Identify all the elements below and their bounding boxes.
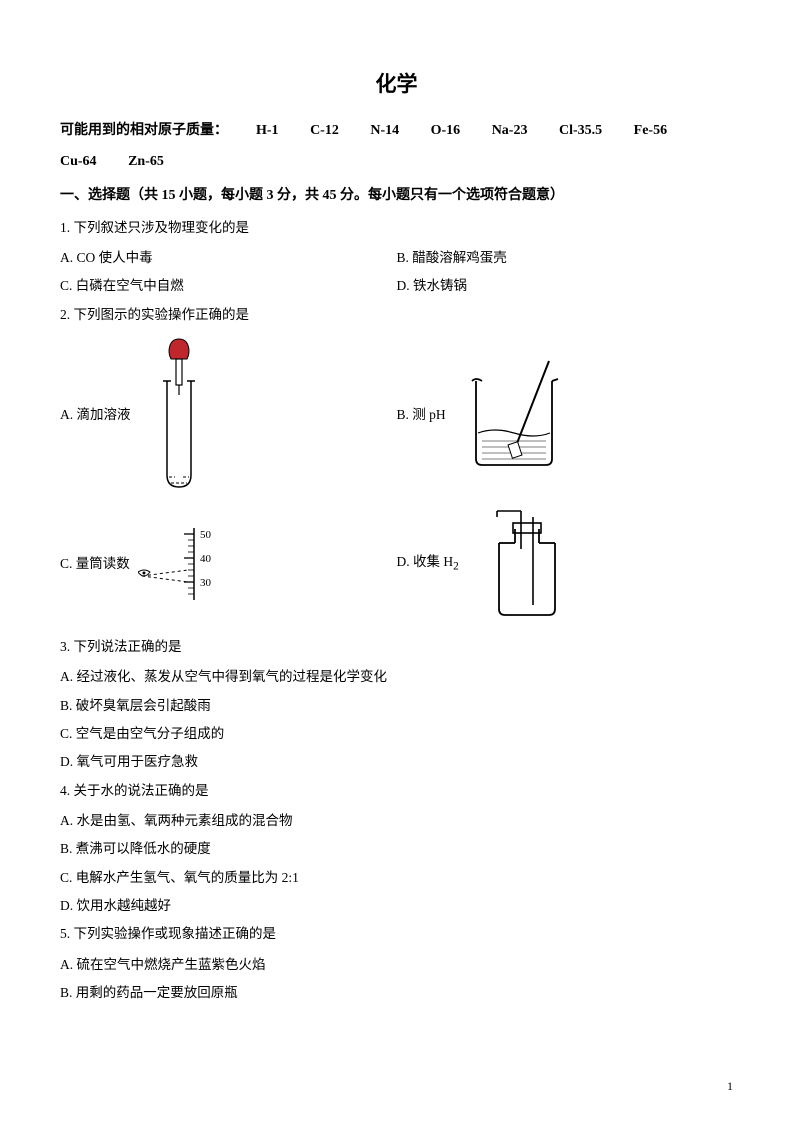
- q5-option-a: A. 硫在空气中燃烧产生蓝紫色火焰: [60, 951, 733, 979]
- atomic-item: Na-23: [492, 123, 528, 138]
- q3-option-d: D. 氧气可用于医疗急救: [60, 748, 733, 776]
- cylinder-reading-icon: 50 40 30: [138, 524, 238, 604]
- svg-text:40: 40: [200, 553, 212, 565]
- atomic-item: Zn-65: [128, 154, 164, 169]
- atomic-prefix: 可能用到的相对原子质量：: [60, 123, 228, 138]
- q4-stem: 4. 关于水的说法正确的是: [60, 777, 733, 805]
- q4-option-a: A. 水是由氢、氧两种元素组成的混合物: [60, 807, 733, 835]
- q3-option-b: B. 破坏臭氧层会引起酸雨: [60, 692, 733, 720]
- q2-cell-c: C. 量筒读数 50 40 30: [60, 509, 397, 619]
- q4-option-b: B. 煮沸可以降低水的硬度: [60, 835, 733, 863]
- svg-text:50: 50: [200, 529, 212, 541]
- beaker-ph-icon: [454, 355, 574, 475]
- q2-option-c: C. 量筒读数: [60, 550, 130, 578]
- q2-option-d: D. 收集 H2: [397, 548, 459, 579]
- page-title: 化学: [60, 68, 733, 98]
- q1-option-c: C. 白磷在空气中自燃: [60, 272, 397, 300]
- atomic-item: Cl-35.5: [559, 123, 602, 138]
- atomic-item: Fe-56: [634, 123, 667, 138]
- page-number: 1: [727, 1079, 733, 1094]
- question-1: 1. 下列叙述只涉及物理变化的是 A. CO 使人中毒 B. 醋酸溶解鸡蛋壳 C…: [60, 214, 733, 301]
- q1-stem: 1. 下列叙述只涉及物理变化的是: [60, 214, 733, 242]
- question-2: 2. 下列图示的实验操作正确的是 A. 滴加溶液: [60, 301, 733, 619]
- q2-cell-a: A. 滴加溶液: [60, 335, 397, 495]
- section-heading: 一、选择题（共 15 小题，每小题 3 分，共 45 分。每小题只有一个选项符合…: [60, 184, 733, 204]
- q1-option-a: A. CO 使人中毒: [60, 244, 397, 272]
- question-5: 5. 下列实验操作或现象描述正确的是 A. 硫在空气中燃烧产生蓝紫色火焰 B. …: [60, 920, 733, 1007]
- question-4: 4. 关于水的说法正确的是 A. 水是由氢、氧两种元素组成的混合物 B. 煮沸可…: [60, 777, 733, 921]
- q3-stem: 3. 下列说法正确的是: [60, 633, 733, 661]
- q2-option-b: B. 测 pH: [397, 401, 446, 429]
- atomic-item: H-1: [256, 123, 279, 138]
- q3-option-c: C. 空气是由空气分子组成的: [60, 720, 733, 748]
- q4-option-c: C. 电解水产生氢气、氧气的质量比为 2:1: [60, 864, 733, 892]
- q4-option-d: D. 饮用水越纯越好: [60, 892, 733, 920]
- atomic-item: Cu-64: [60, 154, 97, 169]
- atomic-item: N-14: [370, 123, 399, 138]
- dropper-testtube-icon: [139, 335, 219, 495]
- q1-option-b: B. 醋酸溶解鸡蛋壳: [397, 244, 734, 272]
- q2-cell-b: B. 测 pH: [397, 335, 734, 495]
- gas-bottle-icon: [467, 509, 577, 619]
- q1-option-d: D. 铁水铸锅: [397, 272, 734, 300]
- atomic-mass-line: 可能用到的相对原子质量： H-1 C-12 N-14 O-16 Na-23 Cl-…: [60, 116, 733, 178]
- atomic-item: O-16: [431, 123, 461, 138]
- q5-option-b: B. 用剩的药品一定要放回原瓶: [60, 979, 733, 1007]
- question-3: 3. 下列说法正确的是 A. 经过液化、蒸发从空气中得到氧气的过程是化学变化 B…: [60, 633, 733, 777]
- atomic-item: C-12: [310, 123, 339, 138]
- q2-option-a: A. 滴加溶液: [60, 401, 131, 429]
- q3-option-a: A. 经过液化、蒸发从空气中得到氧气的过程是化学变化: [60, 663, 733, 691]
- q5-stem: 5. 下列实验操作或现象描述正确的是: [60, 920, 733, 948]
- q2-cell-d: D. 收集 H2: [397, 509, 734, 619]
- q2-stem: 2. 下列图示的实验操作正确的是: [60, 301, 733, 329]
- svg-text:30: 30: [200, 577, 212, 589]
